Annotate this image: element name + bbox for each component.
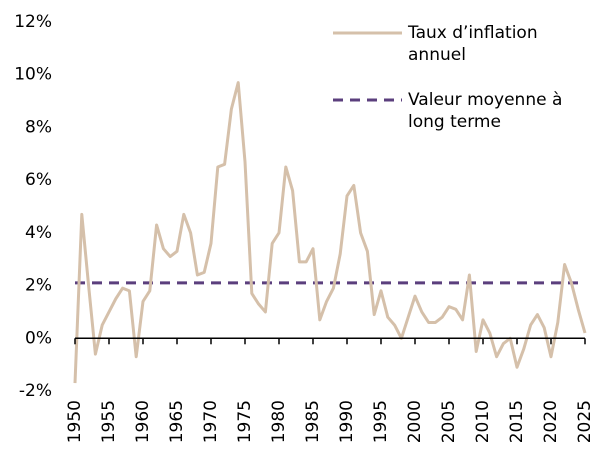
y-tick-label: 6%: [25, 170, 52, 190]
x-tick-label: 1960: [133, 400, 153, 443]
x-tick-label: 2025: [575, 400, 595, 443]
y-tick-label: 0%: [25, 328, 52, 348]
x-tick-label: 1970: [201, 400, 221, 443]
x-tick-label: 2005: [439, 400, 459, 443]
x-tick-label: 1990: [337, 400, 357, 443]
legend-label: Taux d’inflation annuel: [408, 23, 538, 65]
x-tick-label: 1950: [65, 400, 85, 443]
legend-label: Valeur moyenne à long terme: [408, 90, 563, 132]
y-tick-label: -2%: [19, 381, 52, 401]
x-tick-label: 1975: [235, 400, 255, 443]
x-tick-label: 1995: [371, 400, 391, 443]
y-tick-label: 10%: [14, 65, 52, 85]
y-tick-label: 12%: [14, 12, 52, 32]
x-tick-label: 2020: [541, 400, 561, 443]
x-tick-label: 2000: [405, 400, 425, 443]
x-tick-label: 1955: [99, 400, 119, 443]
x-tick-label: 2010: [473, 400, 493, 443]
y-tick-label: 2%: [25, 276, 52, 296]
inflation-line: [73, 81, 587, 384]
x-tick-label: 1965: [167, 400, 187, 443]
x-tick-label: 2015: [507, 400, 527, 443]
y-tick-label: 4%: [25, 223, 52, 243]
x-tick-label: 1980: [269, 400, 289, 443]
x-tick-label: 1985: [303, 400, 323, 443]
y-tick-label: 8%: [25, 117, 52, 137]
